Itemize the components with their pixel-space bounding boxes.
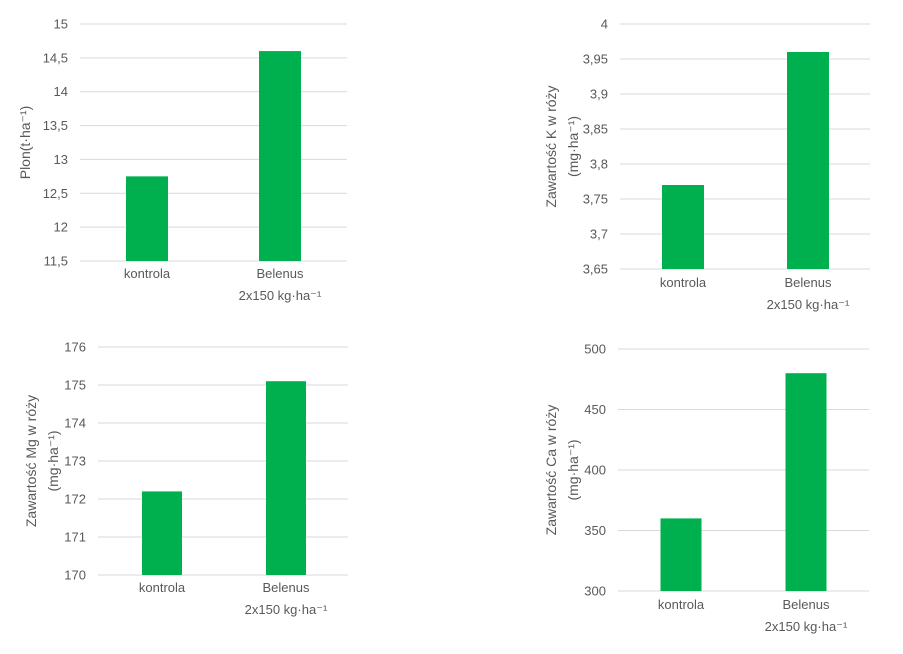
y-tick-label: 3,75 bbox=[583, 192, 608, 207]
x-category-label: Belenus bbox=[783, 597, 830, 612]
chart-panel-2: 3,65 3,7 3,75 3,8 3,85 3,9 3,95 4 kontrola Belenu… bbox=[543, 17, 870, 312]
x-category-label: kontrola bbox=[124, 266, 171, 281]
y-tick-label: 15 bbox=[54, 17, 68, 32]
bar bbox=[259, 51, 301, 262]
y-tick-label: 400 bbox=[584, 463, 606, 478]
chart-panel-4: 300 350 400 450 500 kontrola Belenus 2x150 kg·h… bbox=[543, 342, 869, 634]
bar bbox=[266, 381, 306, 575]
x-category-label: 2x150 kg·ha⁻¹ bbox=[239, 288, 322, 303]
chart-panel-1: 11,5 12 12,5 13 13,5 14 14,5 15 kontrola Belenus 2… bbox=[17, 17, 347, 303]
bar bbox=[787, 52, 829, 269]
y-axis-label: Zawartość Mg w róży bbox=[23, 395, 39, 527]
y-axis-label: Zawartość Ca w róży bbox=[543, 405, 559, 536]
y-tick-label: 3,65 bbox=[583, 262, 608, 277]
x-category-label: 2x150 kg·ha⁻¹ bbox=[245, 602, 328, 617]
y-tick-label: 174 bbox=[64, 416, 86, 431]
x-category-label: Belenus bbox=[263, 580, 310, 595]
x-category-label: 2x150 kg·ha⁻¹ bbox=[765, 619, 848, 634]
y-tick-label: 172 bbox=[64, 492, 86, 507]
y-tick-label: 3,7 bbox=[590, 227, 608, 242]
y-tick-label: 4 bbox=[601, 17, 608, 32]
y-tick-label: 13 bbox=[54, 152, 68, 167]
bar bbox=[662, 185, 704, 269]
x-category-label: Belenus bbox=[257, 266, 304, 281]
bar bbox=[142, 491, 182, 575]
y-tick-label: 173 bbox=[64, 454, 86, 469]
bar bbox=[785, 373, 827, 591]
x-category-label: kontrola bbox=[658, 597, 705, 612]
y-tick-label: 13,5 bbox=[43, 118, 68, 133]
bar bbox=[126, 176, 168, 261]
y-tick-label: 350 bbox=[584, 523, 606, 538]
y-tick-label: 3,8 bbox=[590, 157, 608, 172]
x-category-label: Belenus bbox=[785, 275, 832, 290]
y-tick-label: 12,5 bbox=[43, 186, 68, 201]
x-category-label: 2x150 kg·ha⁻¹ bbox=[767, 297, 850, 312]
y-tick-label: 300 bbox=[584, 584, 606, 599]
y-axis-label: (mg·ha⁻¹) bbox=[565, 439, 581, 500]
y-tick-label: 14,5 bbox=[43, 50, 68, 65]
bar bbox=[660, 518, 702, 591]
y-tick-label: 14 bbox=[54, 84, 68, 99]
y-tick-label: 170 bbox=[64, 568, 86, 583]
y-axis-label: (mg·ha⁻¹) bbox=[565, 116, 581, 177]
y-tick-label: 3,95 bbox=[583, 52, 608, 67]
y-tick-label: 176 bbox=[64, 340, 86, 355]
x-category-label: kontrola bbox=[139, 580, 186, 595]
y-tick-label: 175 bbox=[64, 378, 86, 393]
y-tick-label: 3,85 bbox=[583, 122, 608, 137]
chart-panel-3: 170 171 172 173 174 175 176 kontrola Belenus 2x15… bbox=[23, 340, 348, 617]
y-axis-label: (mg·ha⁻¹) bbox=[45, 430, 61, 491]
y-tick-label: 3,9 bbox=[590, 87, 608, 102]
y-tick-label: 171 bbox=[64, 530, 86, 545]
y-axis-label: Plon(t·ha⁻¹) bbox=[17, 106, 33, 180]
y-tick-label: 11,5 bbox=[44, 254, 68, 269]
y-tick-label: 500 bbox=[584, 342, 606, 357]
y-tick-label: 450 bbox=[584, 402, 606, 417]
x-category-label: kontrola bbox=[660, 275, 707, 290]
y-axis-label: Zawartość K w róży bbox=[543, 85, 559, 207]
y-tick-label: 12 bbox=[54, 220, 68, 235]
